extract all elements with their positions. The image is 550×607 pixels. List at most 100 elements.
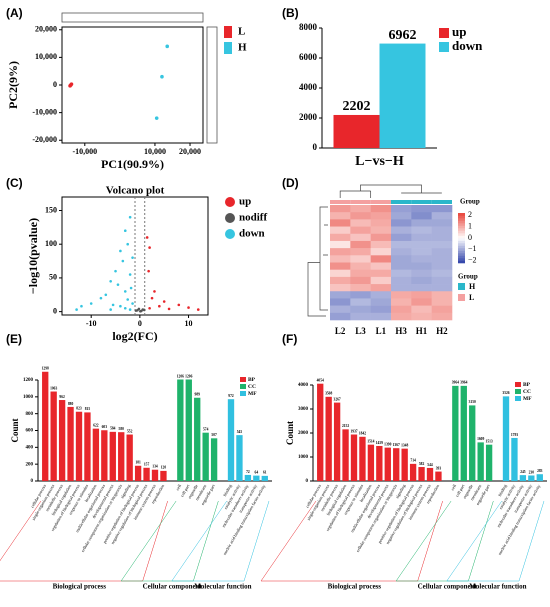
- bar-value-label: 245: [520, 470, 526, 474]
- point: [196, 308, 200, 311]
- heatmap-cell: [431, 248, 453, 256]
- point: [123, 306, 127, 310]
- heatmap-cell: [411, 284, 432, 292]
- legend-swatch: [225, 229, 235, 239]
- column-label: H1: [416, 326, 428, 336]
- bar: [202, 432, 209, 481]
- heatmap-cell: [391, 248, 412, 256]
- column-label: L1: [376, 326, 387, 336]
- point: [148, 306, 151, 310]
- point: [109, 279, 112, 283]
- point: [126, 242, 129, 246]
- heatmap-cell: [411, 298, 432, 306]
- colorbar-tick-label: −2: [468, 256, 477, 265]
- heatmap-cell: [411, 276, 432, 285]
- y-tick-label: 0: [53, 306, 57, 315]
- heatmap-cell: [370, 262, 392, 270]
- heatmap-cell: [391, 219, 412, 227]
- bar-value-label: 4054: [317, 379, 324, 383]
- y-tick-label: 0: [313, 142, 318, 152]
- bar: [342, 429, 349, 481]
- bar-value-label: 6962: [389, 28, 417, 43]
- legend-swatch: [515, 396, 521, 401]
- legend-label: CC: [248, 384, 256, 390]
- point: [111, 303, 115, 307]
- bar: [210, 438, 218, 481]
- colorbar-tick-label: 2: [468, 210, 472, 219]
- heatmap-cell: [350, 298, 371, 306]
- legend-swatch: [240, 391, 246, 396]
- bar: [151, 469, 159, 481]
- y-tick-label: 20,000: [35, 25, 57, 34]
- point: [131, 302, 134, 305]
- bar-value-label: 72: [246, 470, 250, 474]
- y-tick-label: -20,000: [32, 135, 57, 144]
- x-tick-label: cell: [450, 483, 458, 491]
- bar: [50, 391, 57, 481]
- heatmap-cell: [370, 255, 392, 263]
- bar: [333, 402, 341, 481]
- heatmap-cell: [411, 205, 432, 213]
- point: [119, 249, 122, 253]
- chart-title: Volcano plot: [106, 185, 165, 197]
- point: [123, 229, 127, 233]
- bar: [528, 475, 535, 481]
- heatmap-cell: [330, 312, 351, 321]
- heatmap-cell: [350, 205, 371, 213]
- bar: [92, 428, 100, 481]
- y-tick-label: 50: [49, 273, 57, 282]
- heatmap-cell: [350, 255, 371, 263]
- x-axis-label: log2(FC): [112, 329, 157, 343]
- point: [154, 116, 159, 120]
- bar: [469, 405, 476, 481]
- bar: [401, 448, 408, 481]
- bar: [177, 379, 184, 481]
- bar: [418, 467, 425, 481]
- bar: [126, 434, 133, 481]
- bar: [502, 396, 510, 481]
- heatmap-cell: [411, 305, 432, 314]
- bar: [325, 396, 332, 481]
- group-label: Cellular component: [143, 583, 203, 591]
- heatmap-cell: [411, 219, 432, 227]
- heatmap-cell: [391, 226, 412, 235]
- heatmap-cell: [370, 226, 392, 235]
- legend-label: MF: [523, 396, 532, 402]
- point: [119, 304, 122, 308]
- colorbar-segment: [458, 235, 465, 239]
- bar-value-label: 3964: [452, 381, 459, 385]
- heatmap-cell: [411, 262, 432, 270]
- point: [162, 300, 166, 303]
- bar: [109, 431, 116, 481]
- bar: [227, 399, 235, 481]
- bar-value-label: 2202: [343, 99, 371, 114]
- panel-label: (D): [282, 176, 299, 190]
- heatmap-cell: [350, 219, 371, 227]
- bar: [101, 430, 108, 481]
- bar-value-label: 1206: [177, 374, 184, 378]
- heatmap-cell: [431, 233, 453, 242]
- legend-swatch: [224, 42, 232, 54]
- bar: [160, 470, 167, 481]
- heatmap-cell: [370, 233, 392, 242]
- point: [89, 302, 93, 305]
- heatmap-cell: [391, 269, 412, 278]
- group-label: Molecular function: [194, 583, 251, 591]
- legend-label: down: [452, 38, 483, 53]
- heatmap-cell: [431, 291, 453, 299]
- point: [104, 293, 108, 297]
- legend-title: Group: [460, 198, 480, 206]
- colorbar-segment: [458, 260, 465, 264]
- heatmap-cell: [411, 255, 432, 263]
- bar-value-label: 1063: [50, 386, 57, 390]
- group-annotation: [431, 200, 452, 204]
- point: [137, 307, 141, 311]
- bar: [511, 437, 518, 481]
- heatmap-cell: [350, 305, 371, 314]
- heatmap-cell: [431, 205, 453, 213]
- right-margin-box: [206, 26, 218, 144]
- group-label: Biological process: [53, 583, 107, 591]
- bar: [376, 445, 383, 481]
- heatmap-cell: [370, 291, 392, 299]
- point: [177, 303, 181, 307]
